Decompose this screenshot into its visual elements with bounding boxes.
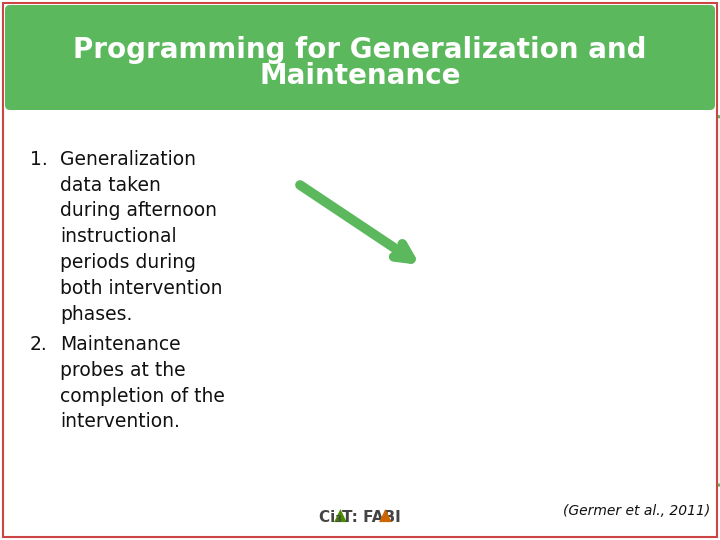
Text: Baseline (A¹): Baseline (A¹) xyxy=(289,106,333,113)
FancyBboxPatch shape xyxy=(651,117,720,485)
X-axis label: Dates: Dates xyxy=(473,480,498,489)
Text: Maintenance: Maintenance xyxy=(606,107,650,113)
Text: Baseline (A²): Baseline (A²) xyxy=(428,106,474,113)
FancyBboxPatch shape xyxy=(5,5,715,110)
Text: ▲: ▲ xyxy=(379,507,392,525)
Text: Intervention (B²): Intervention (B²) xyxy=(490,106,548,113)
Text: ▲: ▲ xyxy=(333,507,346,525)
Text: Intervention (B¹): Intervention (B¹) xyxy=(354,106,412,113)
Text: Generalization
data taken
during afternoon
instructional
periods during
both int: Generalization data taken during afterno… xyxy=(60,150,222,323)
Text: Pre-referral
intervention
also present: Pre-referral intervention also present xyxy=(371,268,415,345)
Text: 1.: 1. xyxy=(30,150,48,169)
Text: Maintenance
probes at the
completion of the
intervention.: Maintenance probes at the completion of … xyxy=(60,335,225,431)
Y-axis label: Percentage of time on-task: Percentage of time on-task xyxy=(244,235,253,339)
Text: Maintenance: Maintenance xyxy=(259,62,461,90)
Text: 2.: 2. xyxy=(30,335,48,354)
Text: Ci₃T: FABI: Ci₃T: FABI xyxy=(319,510,401,525)
Text: (Germer et al., 2011): (Germer et al., 2011) xyxy=(563,504,710,518)
Text: Programming for Generalization and: Programming for Generalization and xyxy=(73,36,647,64)
